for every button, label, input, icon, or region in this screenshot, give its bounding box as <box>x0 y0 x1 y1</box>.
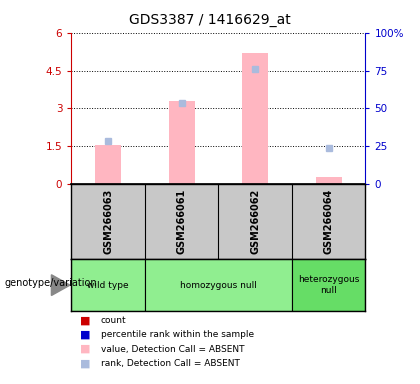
Text: GSM266061: GSM266061 <box>177 189 186 254</box>
Text: GSM266063: GSM266063 <box>103 189 113 254</box>
Bar <box>145 259 292 311</box>
Text: heterozygous
null: heterozygous null <box>298 275 360 295</box>
Text: ■: ■ <box>80 344 90 354</box>
Text: count: count <box>101 316 126 325</box>
Bar <box>95 145 121 184</box>
Bar <box>292 259 365 311</box>
Text: rank, Detection Call = ABSENT: rank, Detection Call = ABSENT <box>101 359 240 368</box>
Bar <box>242 53 268 184</box>
Bar <box>71 259 145 311</box>
Bar <box>316 177 341 184</box>
Text: ■: ■ <box>80 316 90 326</box>
Bar <box>169 101 194 184</box>
Text: value, Detection Call = ABSENT: value, Detection Call = ABSENT <box>101 344 244 354</box>
Text: ■: ■ <box>80 358 90 368</box>
Text: ■: ■ <box>80 330 90 340</box>
Text: wild type: wild type <box>87 281 129 290</box>
Text: GSM266062: GSM266062 <box>250 189 260 254</box>
Text: genotype/variation: genotype/variation <box>4 278 97 288</box>
Text: GSM266064: GSM266064 <box>324 189 333 254</box>
Text: homozygous null: homozygous null <box>180 281 257 290</box>
Polygon shape <box>51 275 70 296</box>
Text: percentile rank within the sample: percentile rank within the sample <box>101 330 254 339</box>
Text: GDS3387 / 1416629_at: GDS3387 / 1416629_at <box>129 13 291 27</box>
